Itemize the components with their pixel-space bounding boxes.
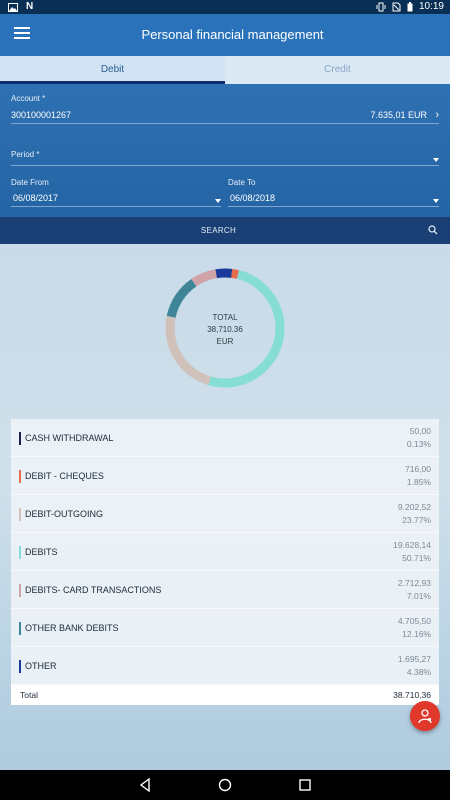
image-icon <box>8 2 18 12</box>
category-amount: 2.712,93 <box>397 578 431 588</box>
donut-center: TOTAL 38,710.36 EUR <box>165 312 285 348</box>
donut-slice-debits <box>208 270 285 388</box>
search-button[interactable]: SEARCH <box>0 217 450 244</box>
category-amount: 4.705,50 <box>397 616 431 626</box>
category-amount: 50,00 <box>409 426 431 436</box>
home-icon[interactable] <box>217 777 233 793</box>
category-amount: 9.202,52 <box>397 502 431 512</box>
system-nav-bar <box>0 770 450 800</box>
donut-slice-debit-outgoing <box>165 315 212 386</box>
donut-chart <box>165 268 285 388</box>
chevron-down-icon <box>433 158 439 162</box>
category-amount: 19.628,14 <box>393 540 431 550</box>
category-percent: 23.77% <box>402 515 431 525</box>
donut-slice-other <box>215 268 232 279</box>
support-fab-button[interactable] <box>410 701 440 731</box>
category-percent: 7.01% <box>406 591 431 601</box>
status-bar: N 10:19 <box>0 0 450 14</box>
category-percent: 50.71% <box>402 553 431 563</box>
category-color-marker <box>19 584 21 597</box>
user-support-icon <box>418 709 432 724</box>
category-name: CASH WITHDRAWAL <box>25 433 114 443</box>
app-bar: Personal financial management <box>0 14 450 56</box>
account-select[interactable]: Account * 300100001267 7.635,01 EUR › <box>11 94 439 124</box>
chevron-down-icon <box>433 199 439 203</box>
chevron-down-icon <box>215 199 221 203</box>
donut-slice-other-bank-debits <box>166 278 197 318</box>
period-select[interactable]: Period * <box>11 150 439 166</box>
donut-slice-debits-card-transactions <box>191 269 218 287</box>
recents-icon[interactable] <box>297 777 313 793</box>
category-color-marker <box>19 432 21 445</box>
category-color-marker <box>19 660 21 673</box>
no-sim-icon <box>392 2 401 11</box>
date-to-value: 06/08/2018 <box>230 193 276 203</box>
category-name: OTHER <box>25 661 57 671</box>
tab-debit[interactable]: Debit <box>0 56 225 84</box>
account-balance: 7.635,01 EUR <box>370 110 427 120</box>
category-name: DEBITS- CARD TRANSACTIONS <box>25 585 162 595</box>
content-area: TOTAL 38,710.36 EUR CASH WITHDRAWAL 50,0… <box>0 244 450 770</box>
list-item[interactable]: DEBITS 19.628,14 50.71% <box>11 533 439 571</box>
date-to-select[interactable]: Date To 06/08/2018 <box>228 178 439 207</box>
date-from-label: Date From <box>11 178 49 187</box>
category-color-marker <box>19 508 21 521</box>
page-title: Personal financial management <box>141 27 324 42</box>
donut-total-value: 38,710.36 <box>207 325 243 334</box>
chevron-right-icon: › <box>435 109 439 121</box>
donut-total-label: TOTAL <box>212 313 238 322</box>
category-percent: 0.13% <box>406 439 431 449</box>
list-item[interactable]: DEBIT - CHEQUES 716,00 1.85% <box>11 457 439 495</box>
back-icon[interactable] <box>137 777 153 793</box>
category-name: DEBIT - CHEQUES <box>25 471 104 481</box>
category-percent: 1.85% <box>406 477 431 487</box>
total-row: Total 38.710,36 <box>11 685 439 705</box>
category-amount: 1.695,27 <box>397 654 431 664</box>
category-name: OTHER BANK DEBITS <box>25 623 119 633</box>
status-time: 10:19 <box>418 1 444 12</box>
search-label: SEARCH <box>200 226 237 235</box>
category-name: DEBIT-OUTGOING <box>25 509 104 519</box>
list-item[interactable]: DEBIT-OUTGOING 9.202,52 23.77% <box>11 495 439 533</box>
tab-credit[interactable]: Credit <box>324 64 351 75</box>
category-amount: 716,00 <box>405 464 431 474</box>
tab-bar: Debit Credit <box>0 56 450 84</box>
list-item[interactable]: CASH WITHDRAWAL 50,00 0.13% <box>11 419 439 457</box>
total-amount: 38.710,36 <box>393 690 431 700</box>
vibrate-icon <box>376 2 386 11</box>
category-name: DEBITS <box>25 547 58 557</box>
donut-slice-debit-cheques <box>231 268 240 279</box>
list-item[interactable]: OTHER 1.695,27 4.38% <box>11 647 439 685</box>
total-label: Total <box>20 690 38 700</box>
account-number: 300100001267 <box>11 110 72 120</box>
list-item[interactable]: OTHER BANK DEBITS 4.705,50 12.16% <box>11 609 439 647</box>
period-label: Period * <box>11 150 40 159</box>
donut-currency: EUR <box>216 337 234 346</box>
battery-icon <box>407 1 413 11</box>
filter-form: Account * 300100001267 7.635,01 EUR › Pe… <box>0 84 450 217</box>
date-to-label: Date To <box>228 178 256 187</box>
category-color-marker <box>19 546 21 559</box>
category-percent: 4.38% <box>406 667 431 677</box>
category-color-marker <box>19 622 21 635</box>
date-from-select[interactable]: Date From 06/08/2017 <box>11 178 221 207</box>
hamburger-menu-icon[interactable] <box>14 27 30 41</box>
category-percent: 12.16% <box>402 629 431 639</box>
search-icon <box>428 225 438 235</box>
list-item[interactable]: DEBITS- CARD TRANSACTIONS 2.712,93 7.01% <box>11 571 439 609</box>
category-list: CASH WITHDRAWAL 50,00 0.13% DEBIT - CHEQ… <box>11 419 439 705</box>
account-label: Account * <box>11 94 46 103</box>
category-color-marker <box>19 470 21 483</box>
date-from-value: 06/08/2017 <box>13 193 59 203</box>
n-icon: N <box>26 1 34 12</box>
